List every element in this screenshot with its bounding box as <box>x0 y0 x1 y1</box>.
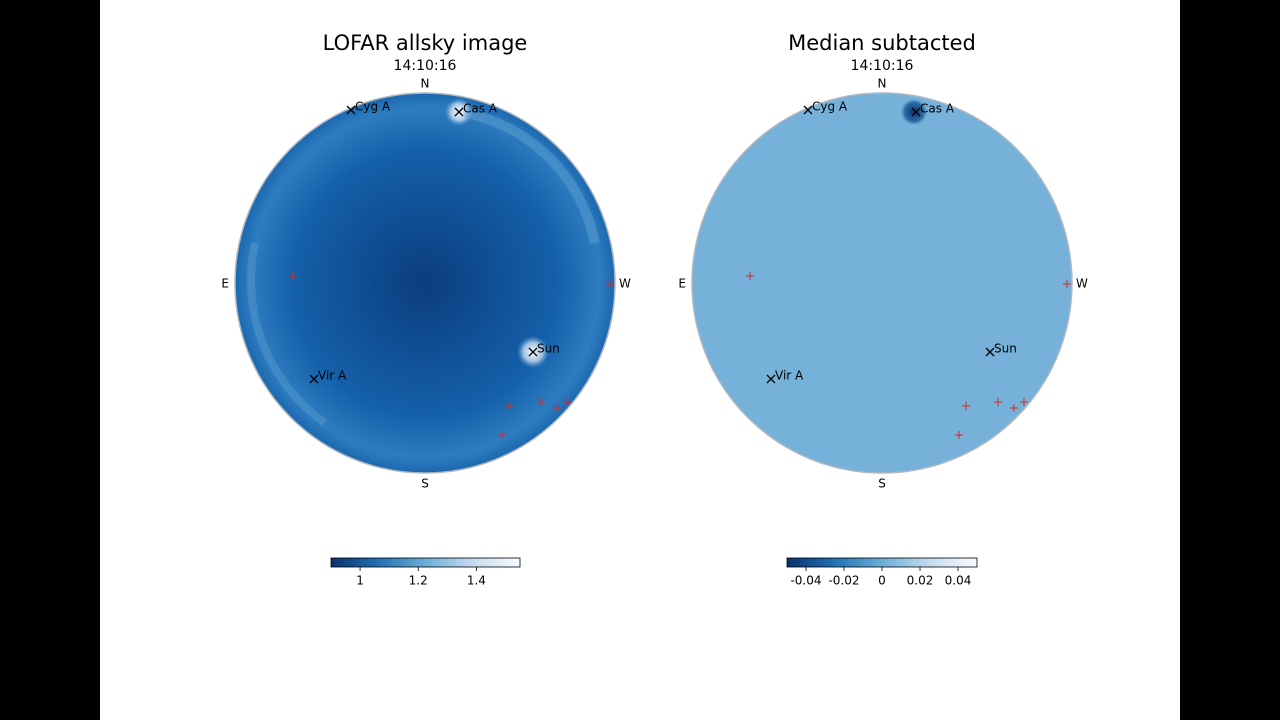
source-marker <box>528 347 538 357</box>
panel-title: LOFAR allsky image <box>323 31 528 55</box>
source-label: Cyg A <box>355 100 391 114</box>
source-marker <box>985 347 995 357</box>
colorbar-tick-label: -0.04 <box>790 574 821 588</box>
plus-marker <box>553 404 561 412</box>
direction-label: N <box>421 77 430 91</box>
arc-feature <box>247 242 328 427</box>
colorbar-tick-label: 1 <box>356 574 364 588</box>
colorbar <box>786 557 978 568</box>
source-label: Vir A <box>775 369 804 383</box>
colorbar-tick-label: 0.04 <box>945 574 972 588</box>
plus-marker <box>1010 404 1018 412</box>
plus-marker <box>955 431 963 439</box>
direction-label: W <box>1076 277 1088 291</box>
source-marker <box>766 374 776 384</box>
plus-marker <box>606 280 614 288</box>
source-label: Cas A <box>463 102 498 116</box>
plus-marker <box>563 398 571 406</box>
colorbar-tick-label: 0.02 <box>907 574 934 588</box>
source-marker <box>803 105 813 115</box>
direction-label: S <box>421 477 429 491</box>
plus-marker <box>1020 398 1028 406</box>
colorbar-tick-label: 0 <box>878 574 886 588</box>
dark-spot <box>900 98 928 126</box>
direction-label: N <box>878 77 887 91</box>
direction-label: S <box>878 477 886 491</box>
colorbar-tick-label: 1.4 <box>467 574 486 588</box>
source-marker <box>309 374 319 384</box>
panel-subtitle: 14:10:16 <box>394 58 457 74</box>
source-label: Cyg A <box>812 100 848 114</box>
source-marker <box>911 107 921 117</box>
colorbar-tick-label: 1.2 <box>409 574 428 588</box>
source-label: Sun <box>537 342 560 356</box>
plus-marker <box>962 402 970 410</box>
panel-title: Median subtacted <box>788 31 976 55</box>
sky-disc <box>691 92 1073 474</box>
plus-marker <box>505 402 513 410</box>
plus-marker <box>994 398 1002 406</box>
plus-marker <box>289 272 297 280</box>
direction-label: W <box>619 277 631 291</box>
source-marker <box>346 105 356 115</box>
sky-disc <box>234 92 616 474</box>
direction-label: E <box>678 277 686 291</box>
source-marker <box>454 107 464 117</box>
plus-marker <box>498 431 506 439</box>
arc-feature <box>464 108 600 244</box>
plus-marker <box>746 272 754 280</box>
source-label: Sun <box>994 342 1017 356</box>
colorbar <box>330 557 521 568</box>
direction-label: E <box>221 277 229 291</box>
plus-marker <box>1063 280 1071 288</box>
panel-subtitle: 14:10:16 <box>851 58 914 74</box>
plus-marker <box>537 398 545 406</box>
source-label: Cas A <box>920 102 955 116</box>
colorbar-tick-label: -0.02 <box>828 574 859 588</box>
source-label: Vir A <box>318 369 347 383</box>
